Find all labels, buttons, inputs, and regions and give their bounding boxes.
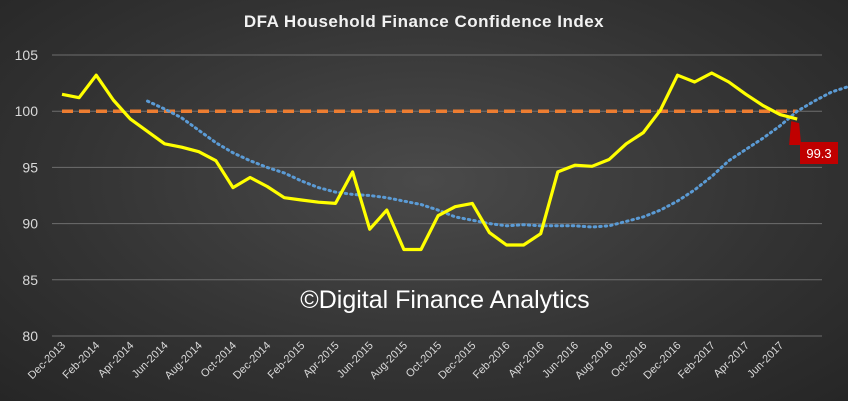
watermark-text: ©Digital Finance Analytics: [300, 286, 589, 314]
y-tick-label: 85: [22, 272, 38, 288]
x-tick-label: Feb-2015: [266, 340, 308, 382]
y-tick-label: 80: [22, 328, 38, 344]
series: [61, 71, 848, 252]
x-tick-label: Aug-2015: [368, 340, 410, 382]
x-tick-label: Jun-2017: [745, 340, 786, 381]
callout-label: 99.3: [806, 146, 831, 161]
x-axis: Dec-2013Feb-2014Apr-2014Jun-2014Aug-2014…: [26, 340, 786, 382]
callout-box: [800, 142, 838, 164]
x-tick-label: Feb-2014: [61, 340, 103, 382]
trend-line: [146, 85, 848, 229]
x-tick-label: Feb-2017: [676, 340, 718, 382]
callout-pointer: [789, 121, 802, 145]
y-tick-label: 100: [15, 103, 39, 119]
value-callout: 99.3: [789, 121, 838, 164]
index-line: [61, 71, 798, 252]
y-tick-label: 105: [15, 47, 39, 63]
y-tick-label: 90: [22, 216, 38, 232]
x-tick-label: Feb-2016: [471, 340, 513, 382]
x-tick-label: Aug-2014: [163, 340, 205, 382]
y-axis: 80 85 90 95 100 105: [15, 47, 39, 344]
x-tick-label: Aug-2016: [573, 340, 615, 382]
y-tick-label: 95: [22, 159, 38, 175]
chart-title: DFA Household Finance Confidence Index: [244, 12, 604, 31]
